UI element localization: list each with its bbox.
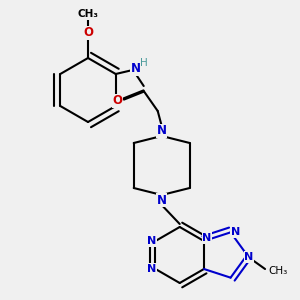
Text: N: N (231, 227, 240, 237)
Text: N: N (131, 62, 141, 76)
Text: N: N (147, 236, 156, 246)
Text: O: O (113, 94, 123, 107)
Text: O: O (83, 26, 93, 40)
Text: CH₃: CH₃ (268, 266, 287, 276)
Text: N: N (147, 264, 156, 274)
Text: H: H (140, 58, 148, 68)
Text: CH₃: CH₃ (77, 9, 98, 19)
Text: N: N (157, 194, 167, 206)
Text: N: N (244, 252, 254, 262)
Text: N: N (202, 233, 212, 243)
Text: N: N (157, 124, 167, 137)
